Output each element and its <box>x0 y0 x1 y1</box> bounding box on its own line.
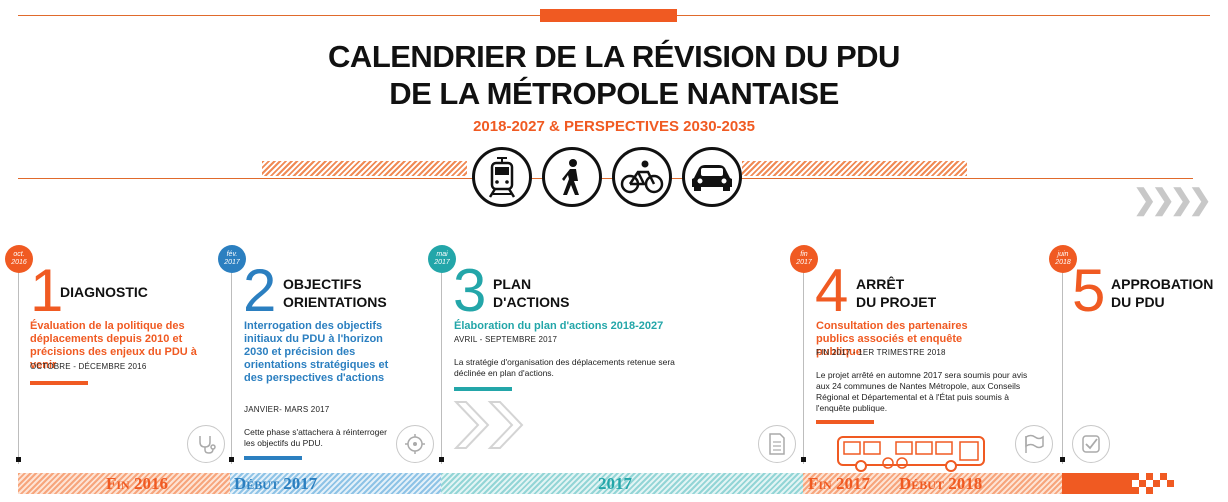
phase-4-title-line-1: ARRÊT <box>856 276 905 292</box>
phase-1-title-line-1: DIAGNOSTIC <box>60 284 148 300</box>
phase-5-vertical-line <box>1062 264 1063 464</box>
divider-line <box>18 178 1193 179</box>
timeline-label-fin-2017: Fin 2017 <box>808 474 870 493</box>
phase-3-title-line-1: PLAN <box>493 276 532 292</box>
timeline-label-debut-2018: Début 2018 <box>899 474 983 493</box>
timeline-label-2017: 2017 <box>598 474 632 493</box>
flag-icon <box>1015 425 1053 463</box>
phase-4-badge-month: fin <box>800 251 808 258</box>
checkbox-icon <box>1072 425 1110 463</box>
phase-3-progress-bar <box>454 387 512 391</box>
phase-1-title: DIAGNOSTIC <box>60 283 148 301</box>
phase-4-date: fin 2017 - 1er trimestre 2018 <box>816 348 946 357</box>
timeline-label-debut-2017: Début 2017 <box>234 474 318 493</box>
phase-4-date-badge: fin 2017 <box>790 245 818 273</box>
timeline-label-fin-2016: Fin 2016 <box>106 474 168 493</box>
timeline-segment-2017 <box>441 473 803 494</box>
timeline-segment-debut-2017 <box>230 473 441 494</box>
phase-1-date-badge: oct. 2016 <box>5 245 33 273</box>
phase-1-vertical-line <box>18 264 19 464</box>
timeline-segment-2018 <box>1062 473 1132 494</box>
phase-2-vertical-line <box>231 264 232 464</box>
phase-2-marker <box>229 457 234 462</box>
timeline-segment-fin-2016 <box>18 473 230 494</box>
phase-5-title-line-1: APPROBATION <box>1111 276 1214 292</box>
phase-4-description: Le projet arrêté en automne 2017 sera so… <box>816 370 1028 413</box>
phase-3-title: PLAN D'ACTIONS <box>493 275 569 311</box>
checkered-flag-pattern <box>1132 473 1180 499</box>
phase-1-marker <box>16 457 21 462</box>
double-chevron-icon <box>452 400 532 455</box>
hatch-decoration-right <box>742 161 967 176</box>
phase-3-vertical-line <box>441 264 442 464</box>
phase-2-date-badge: fév. 2017 <box>218 245 246 273</box>
phase-1-number: 1 <box>30 257 64 324</box>
phase-2-title: OBJECTIFS ORIENTATIONS <box>283 275 387 311</box>
phase-5-title: APPROBATION DU PDU <box>1111 275 1213 311</box>
car-icon <box>682 147 742 207</box>
phase-2-description: Cette phase s'attachera à réinterroger l… <box>244 427 387 448</box>
phase-1-heading: Évaluation de la politique des déplaceme… <box>30 320 197 371</box>
phase-5-marker <box>1060 457 1065 462</box>
phase-3-date-badge: mai 2017 <box>428 245 456 273</box>
phase-3-description: La stratégie d'organisation des déplacem… <box>454 357 675 378</box>
phase-3-number: 3 <box>453 257 487 324</box>
page-title-line-1: CALENDRIER DE LA RÉVISION DU PDU <box>328 39 900 74</box>
phase-3-title-line-2: D'ACTIONS <box>493 294 570 310</box>
phase-2-title-line-2: ORIENTATIONS <box>283 294 387 310</box>
phase-5-date-badge: juin 2018 <box>1049 245 1077 273</box>
phase-5-badge-month: juin <box>1057 251 1069 258</box>
bus-tram-illustration <box>836 433 986 478</box>
phase-3-date: avril - septembre 2017 <box>454 335 558 344</box>
header-accent-tab <box>540 9 677 22</box>
phase-2-heading: Interrogation des objectifs initiaux du … <box>244 320 389 384</box>
phase-5-number: 5 <box>1072 257 1106 324</box>
page-subtitle: 2018-2027 & PERSPECTIVES 2030-2035 <box>473 118 755 135</box>
stethoscope-icon <box>187 425 225 463</box>
phase-1-date: octobre - décembre 2016 <box>30 362 147 371</box>
phase-2-number: 2 <box>243 257 277 324</box>
phase-4-vertical-line <box>803 264 804 464</box>
tram-icon <box>472 147 532 207</box>
phase-5-badge-year: 2018 <box>1055 259 1071 266</box>
pedestrian-icon <box>542 147 602 207</box>
page-title-line-2: DE LA MÉTROPOLE NANTAISE <box>389 76 839 111</box>
chevron-arrows-icon: ❯❯❯❯ <box>1133 184 1212 215</box>
phase-4-marker <box>801 457 806 462</box>
phase-1-badge-month: oct. <box>13 251 25 258</box>
phase-2-title-line-1: OBJECTIFS <box>283 276 362 292</box>
bicycle-icon <box>612 147 672 207</box>
phase-5-title-line-2: DU PDU <box>1111 294 1165 310</box>
phase-3-badge-year: 2017 <box>434 259 450 266</box>
phase-4-title-line-2: DU PROJET <box>856 294 937 310</box>
phase-2-badge-year: 2017 <box>224 259 240 266</box>
phase-4-number: 4 <box>815 257 849 324</box>
phase-2-progress-bar <box>244 456 302 460</box>
phase-4-badge-year: 2017 <box>796 259 812 266</box>
document-icon <box>758 425 796 463</box>
phase-4-title: ARRÊT DU PROJET <box>856 275 936 311</box>
compass-target-icon <box>396 425 434 463</box>
phase-3-marker <box>439 457 444 462</box>
phase-3-badge-month: mai <box>436 251 448 258</box>
phase-2-date: janvier- mars 2017 <box>244 405 330 414</box>
phase-2-badge-month: fév. <box>226 251 238 258</box>
phase-1-badge-year: 2016 <box>11 259 27 266</box>
phase-3-heading: Élaboration du plan d'actions 2018-2027 <box>454 320 664 332</box>
page-title: CALENDRIER DE LA RÉVISION DU PDU DE LA M… <box>0 38 1228 112</box>
timeline-segment-fin-2017-debut-2018 <box>803 473 1062 494</box>
hatch-decoration-left <box>262 161 467 176</box>
phase-4-heading: Consultation des partenaires publics ass… <box>816 320 968 358</box>
phase-4-progress-bar <box>816 420 874 424</box>
phase-1-progress-bar <box>30 381 88 385</box>
